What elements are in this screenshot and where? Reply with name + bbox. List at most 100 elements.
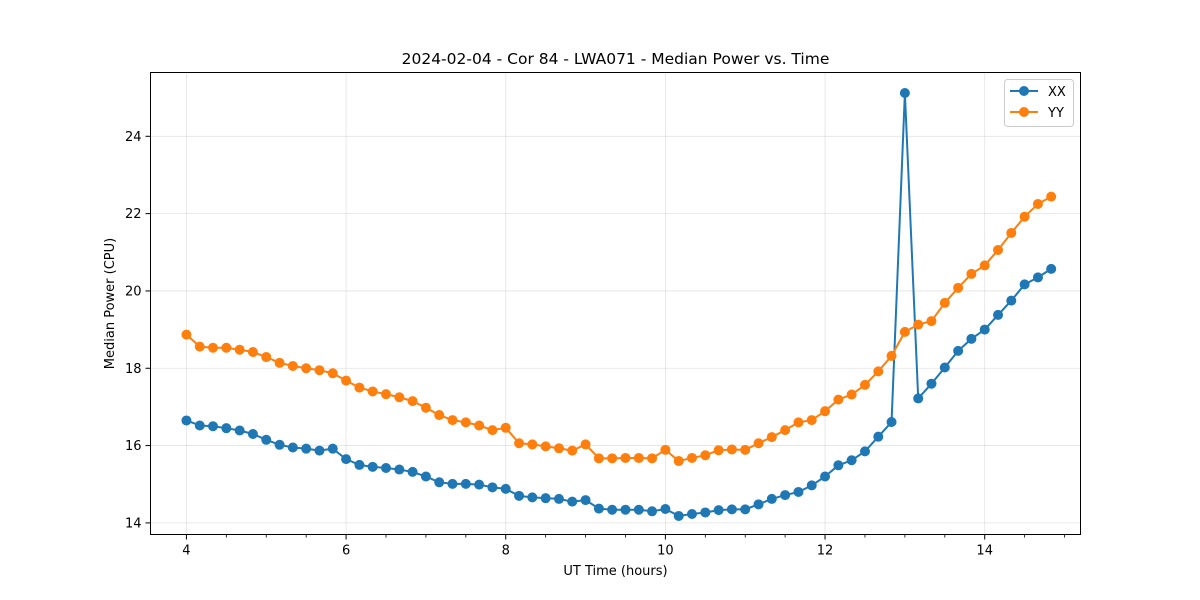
data-point-xx bbox=[899, 87, 910, 98]
data-point-yy bbox=[939, 297, 950, 308]
data-point-yy bbox=[607, 453, 618, 464]
data-point-yy bbox=[593, 453, 604, 464]
data-point-xx bbox=[886, 416, 897, 427]
data-point-yy bbox=[700, 450, 711, 461]
x-tick-label: 4 bbox=[182, 544, 190, 559]
data-point-xx bbox=[686, 509, 697, 520]
plot-frame bbox=[150, 72, 1081, 535]
data-point-xx bbox=[394, 464, 405, 475]
data-point-xx bbox=[327, 443, 338, 454]
data-point-yy bbox=[806, 415, 817, 426]
x-tick-label: 8 bbox=[502, 544, 510, 559]
x-tick-label: 6 bbox=[342, 544, 350, 559]
data-point-xx bbox=[194, 420, 205, 431]
data-point-xx bbox=[221, 423, 232, 434]
y-tick-label: 22 bbox=[125, 207, 142, 222]
data-point-yy bbox=[447, 415, 458, 426]
data-point-xx bbox=[833, 460, 844, 471]
data-point-yy bbox=[926, 316, 937, 327]
data-point-yy bbox=[580, 439, 591, 450]
data-point-xx bbox=[314, 445, 325, 456]
data-point-xx bbox=[1006, 295, 1017, 306]
data-point-yy bbox=[859, 379, 870, 390]
data-point-xx bbox=[487, 482, 498, 493]
data-point-yy bbox=[886, 350, 897, 361]
data-point-yy bbox=[487, 425, 498, 436]
data-point-yy bbox=[673, 456, 684, 467]
data-point-xx bbox=[553, 493, 564, 504]
data-point-xx bbox=[873, 431, 884, 442]
data-point-yy bbox=[553, 443, 564, 454]
legend: XX YY bbox=[1004, 79, 1074, 127]
x-tick-label: 14 bbox=[976, 544, 993, 559]
data-point-xx bbox=[846, 455, 857, 466]
data-point-xx bbox=[979, 324, 990, 335]
data-point-xx bbox=[726, 504, 737, 515]
legend-label-xx: XX bbox=[1048, 85, 1066, 100]
data-point-xx bbox=[607, 504, 618, 515]
data-point-xx bbox=[993, 309, 1004, 320]
data-point-xx bbox=[380, 463, 391, 474]
data-point-yy bbox=[221, 342, 232, 353]
data-point-yy bbox=[287, 360, 298, 371]
legend-marker-yy bbox=[1019, 107, 1029, 117]
data-point-xx bbox=[859, 446, 870, 457]
data-point-yy bbox=[1019, 211, 1030, 222]
data-point-yy bbox=[633, 452, 644, 463]
data-point-yy bbox=[434, 410, 445, 421]
x-tick-label: 10 bbox=[657, 544, 674, 559]
data-point-yy bbox=[460, 417, 471, 428]
data-point-yy bbox=[394, 392, 405, 403]
data-point-yy bbox=[899, 326, 910, 337]
data-point-xx bbox=[660, 503, 671, 514]
data-point-xx bbox=[341, 454, 352, 465]
data-point-yy bbox=[567, 445, 578, 456]
data-point-xx bbox=[740, 504, 751, 515]
data-point-xx bbox=[700, 507, 711, 518]
data-point-xx bbox=[966, 333, 977, 344]
data-point-yy bbox=[793, 417, 804, 428]
data-point-xx bbox=[913, 393, 924, 404]
x-tick-label: 12 bbox=[817, 544, 834, 559]
grid bbox=[150, 72, 1081, 535]
data-point-yy bbox=[500, 422, 511, 433]
y-axis-label: Median Power (CPU) bbox=[103, 238, 118, 369]
data-point-yy bbox=[740, 444, 751, 455]
data-point-yy bbox=[261, 352, 272, 363]
data-point-xx bbox=[567, 496, 578, 507]
data-point-xx bbox=[926, 378, 937, 389]
data-point-yy bbox=[979, 260, 990, 271]
series-points bbox=[181, 87, 1057, 521]
data-point-xx bbox=[806, 480, 817, 491]
data-point-yy bbox=[1032, 198, 1043, 209]
data-point-yy bbox=[820, 406, 831, 417]
series-line-yy bbox=[185, 195, 1052, 463]
data-point-xx bbox=[1046, 263, 1057, 274]
data-point-yy bbox=[660, 444, 671, 455]
y-tick-label: 20 bbox=[125, 284, 142, 299]
data-point-yy bbox=[913, 319, 924, 330]
data-point-xx bbox=[234, 425, 245, 436]
y-tick-label: 16 bbox=[125, 439, 142, 454]
data-point-yy bbox=[966, 268, 977, 279]
data-point-yy bbox=[194, 341, 205, 352]
y-tick-label: 14 bbox=[125, 516, 142, 531]
data-point-xx bbox=[647, 506, 658, 517]
data-point-xx bbox=[1032, 272, 1043, 283]
data-point-xx bbox=[500, 483, 511, 494]
y-tick-label: 18 bbox=[125, 362, 142, 377]
data-point-xx bbox=[514, 490, 525, 501]
data-point-yy bbox=[274, 357, 285, 368]
data-point-xx bbox=[753, 499, 764, 510]
data-point-xx bbox=[261, 434, 272, 445]
data-point-xx bbox=[1019, 279, 1030, 290]
data-point-yy bbox=[380, 389, 391, 400]
data-point-yy bbox=[846, 389, 857, 400]
legend-marker-xx bbox=[1019, 86, 1029, 96]
legend-label-yy: YY bbox=[1047, 106, 1064, 121]
data-point-yy bbox=[327, 368, 338, 379]
data-point-xx bbox=[434, 477, 445, 488]
data-point-xx bbox=[181, 415, 192, 426]
data-point-xx bbox=[287, 442, 298, 453]
